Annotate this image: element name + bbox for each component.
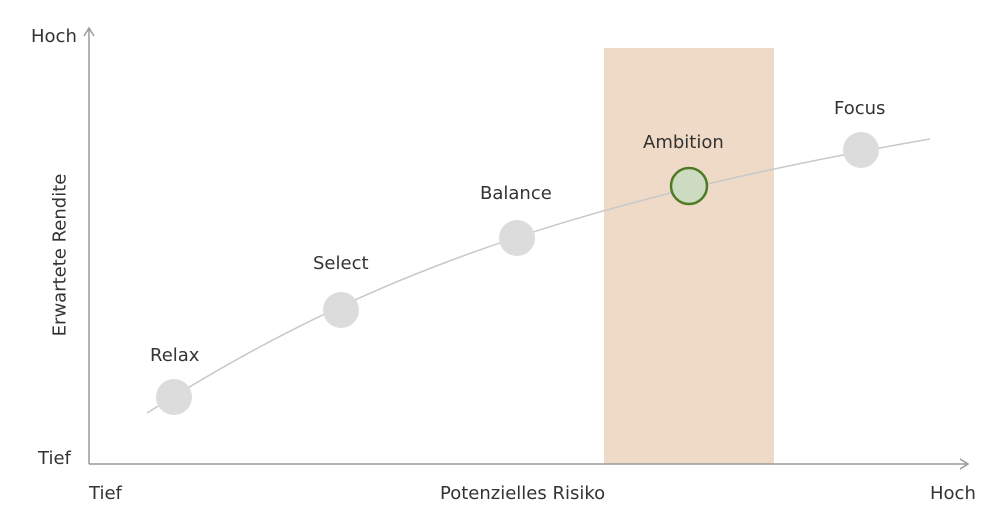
y-axis-arrow-icon <box>83 26 95 37</box>
x-axis-right-label: Hoch <box>930 483 976 504</box>
profile-label-select: Select <box>313 253 369 274</box>
profile-label-balance: Balance <box>480 183 552 204</box>
profile-point-balance[interactable] <box>499 220 535 256</box>
profile-label-focus: Focus <box>834 98 886 119</box>
y-axis-bottom-label: Tief <box>38 448 71 469</box>
x-axis-arrow-icon <box>959 458 970 470</box>
profile-label-ambition: Ambition <box>643 132 724 153</box>
risk-return-curve <box>146 138 931 414</box>
x-axis-left-label: Tief <box>89 483 122 504</box>
x-axis-title: Potenzielles Risiko <box>440 483 606 504</box>
y-axis-title: Erwartete Rendite <box>49 173 71 337</box>
y-axis-top-label: Hoch <box>31 26 77 47</box>
profile-point-focus[interactable] <box>843 132 879 168</box>
profile-point-select[interactable] <box>323 292 359 328</box>
profile-label-relax: Relax <box>150 345 200 366</box>
profile-point-relax[interactable] <box>156 379 192 415</box>
highlight-band <box>604 48 774 464</box>
profile-point-ambition[interactable] <box>669 166 709 206</box>
